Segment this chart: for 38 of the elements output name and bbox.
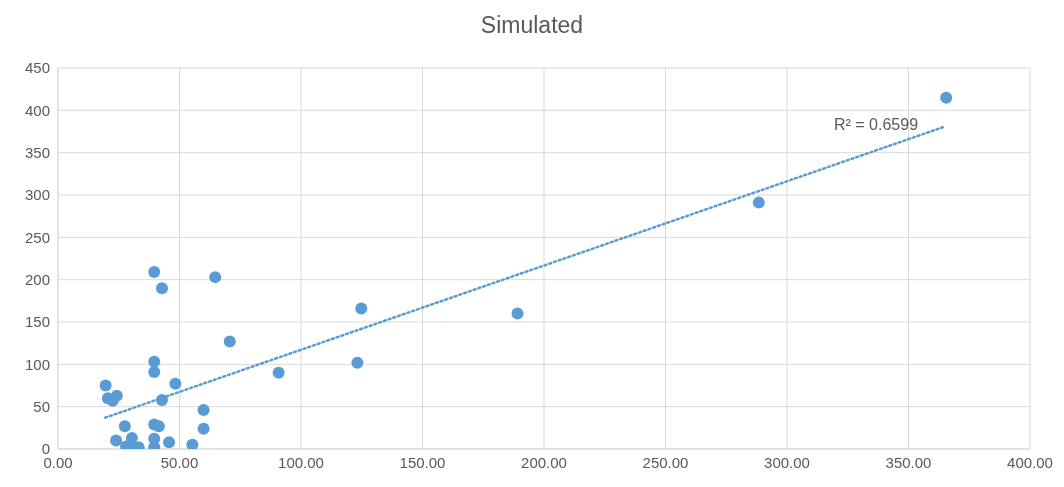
point [223,335,236,348]
point [148,266,161,279]
chart-title: Simulated [479,12,585,39]
point [110,434,123,447]
y-tick-label: 150 [24,313,50,331]
point [169,377,182,390]
point [209,271,222,284]
point [197,404,210,417]
y-tick-label: 250 [24,228,50,246]
x-tick-label: 100.00 [278,453,324,471]
x-tick-label: 350.00 [885,453,932,471]
y-tick-label: 300 [24,186,50,204]
y-tick-label: 200 [24,270,50,288]
x-tick-label: 150.00 [399,453,446,471]
point [752,196,765,209]
point [186,438,199,449]
y-tick-label: 350 [24,143,50,161]
point [99,379,112,392]
annotation: R² = 0.6599 [834,116,919,134]
y-tick-label: 450 [24,59,50,77]
point [355,302,368,315]
x-tick-label: 200.00 [521,453,567,471]
point [940,91,953,104]
point [511,307,524,320]
y-tick-label: 400 [24,101,50,119]
x-tick-label: 300.00 [764,453,810,471]
point [272,366,285,379]
point [118,420,131,433]
y-tick-label: 100 [24,355,50,373]
y-tick-label: 50 [33,397,50,415]
point [156,282,168,295]
x-tick-label: 250.00 [642,453,689,471]
point [351,356,364,369]
point [148,355,161,368]
x-tick-label: 50.00 [160,453,199,471]
x-tick-label: 400.00 [1007,453,1053,471]
point [197,422,210,435]
point [163,436,176,449]
